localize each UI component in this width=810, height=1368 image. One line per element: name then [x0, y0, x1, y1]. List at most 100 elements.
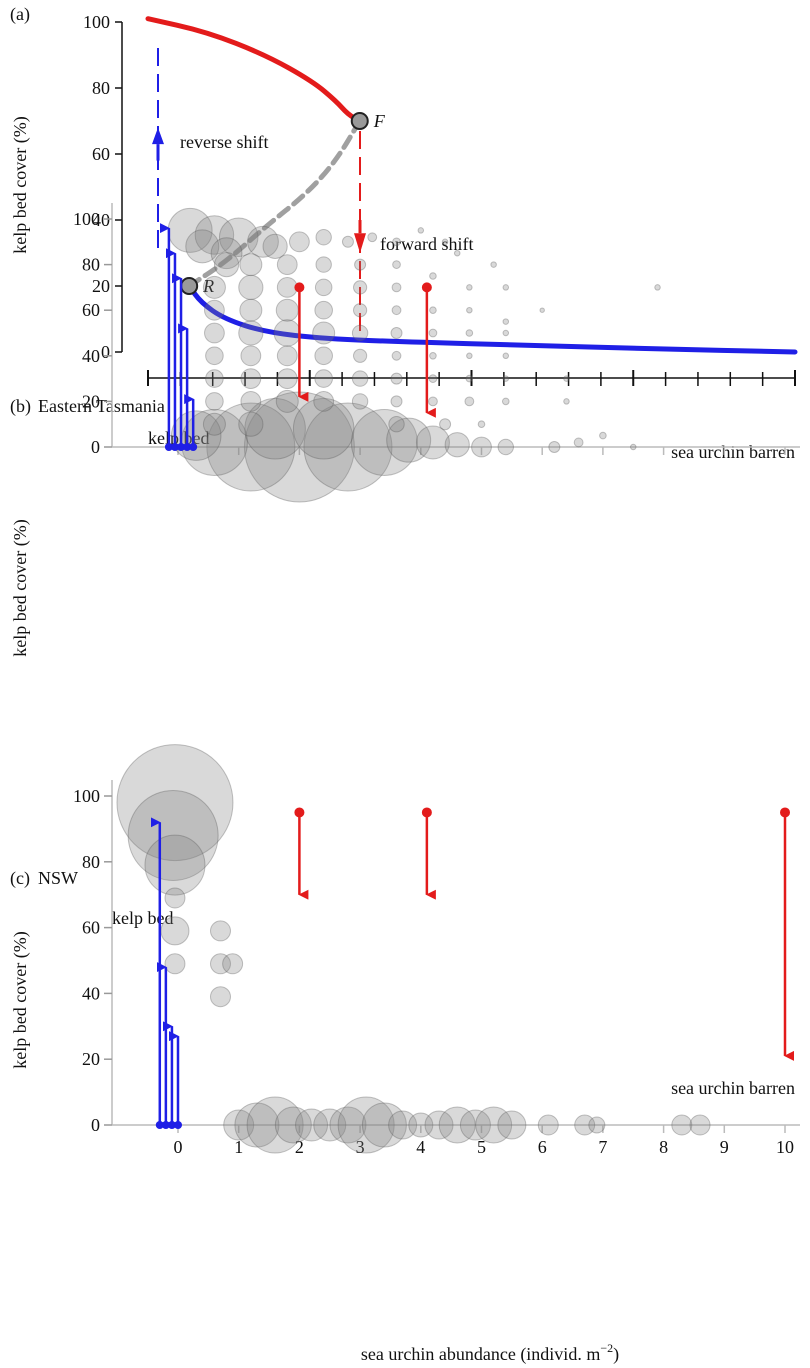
panel-c-bubble	[337, 1096, 395, 1154]
panel-b-bubble	[303, 402, 393, 492]
panel-b-bubble	[386, 417, 432, 463]
panel-c-x-tick-label: 2	[295, 1137, 304, 1157]
panel-b-bubble	[314, 346, 333, 366]
panel-b-y-tick-label: 60	[82, 300, 100, 320]
panel-b-bubble	[415, 425, 450, 460]
panel-b-bubble	[276, 368, 298, 390]
panel-b-bubble	[351, 393, 369, 410]
panel-b-bubble	[391, 305, 402, 316]
panel-b-bubble	[276, 345, 298, 367]
forward-shift-label: forward shift	[380, 234, 473, 254]
panel-b-bubble	[205, 346, 224, 366]
panel-b-bubble	[240, 368, 262, 390]
panel-a-label: (a)	[10, 4, 30, 25]
panel-b-bubble	[497, 438, 514, 456]
panel-b-bubble	[502, 375, 510, 382]
panel-c-x-tick-label: 6	[538, 1137, 547, 1157]
panel-b-bubble	[275, 389, 299, 413]
panel-b-bubble	[388, 416, 405, 433]
panel-c-reverse-arrow-base	[174, 1121, 182, 1129]
reverse-shift-label: reverse shift	[180, 132, 268, 152]
panel-b-bubble	[429, 272, 437, 280]
panel-b-bubble	[204, 299, 225, 321]
panel-b-reverse-arrow-base	[177, 443, 186, 451]
panel-b-bubble	[341, 235, 354, 248]
panel-c-y-tick-label: 20	[82, 1049, 100, 1069]
panel-b-x-axis	[112, 446, 800, 455]
panel-c-bottom-label: sea urchin barren	[671, 1078, 795, 1098]
reverse-shift-arrowhead	[152, 127, 164, 145]
panel-b-bubble	[262, 233, 288, 259]
panel-c-x-tick-label: 5	[477, 1137, 486, 1157]
panel-c-arrows	[150, 807, 794, 1129]
panel-b-bubble	[466, 306, 473, 314]
panel-b-bubble	[353, 303, 368, 318]
panel-b-region: Eastern Tasmania	[38, 396, 165, 416]
panel-b-bubble	[240, 391, 262, 412]
panel-a-lines: FR	[145, 16, 798, 355]
panel-b-bubbles	[167, 207, 661, 503]
panel-c-bubble	[438, 1106, 476, 1144]
panel-b-bubble	[466, 284, 473, 291]
panel-c-bubble	[459, 1109, 491, 1141]
panel-b-bubble	[244, 398, 306, 460]
panel-b-bubble	[247, 225, 279, 258]
panel-a-point-label-R: R	[202, 276, 214, 296]
panel-c-bubble	[475, 1106, 513, 1144]
panel-a-series-grey-dashed	[186, 118, 363, 289]
panel-a-y-tick-label: 100	[83, 12, 110, 32]
panel-c-region: NSW	[38, 868, 78, 888]
panel-b-y-tick-label: 40	[82, 346, 100, 366]
panel-b-bubble	[429, 352, 437, 360]
panel-c-y-tick-label: 40	[82, 983, 100, 1003]
panel-b-bubble	[315, 256, 332, 273]
panel-c-bubble	[408, 1112, 434, 1138]
panel-b-bubble	[204, 322, 225, 344]
panel-b-bubble	[466, 352, 473, 360]
panel-b-bubble	[218, 217, 259, 257]
panel-c-x-tick-label: 3	[356, 1137, 365, 1157]
panel-c-x-tick-label: 8	[659, 1137, 668, 1157]
panel-c-bubble	[361, 1102, 407, 1148]
panel-c-y-tick-label: 100	[73, 786, 100, 806]
panel-b-bubble	[390, 327, 403, 339]
panel-b-bubble	[210, 237, 243, 270]
panel-a-ylabel: kelp bed cover (%)	[10, 116, 31, 253]
panel-b-bubble	[501, 397, 510, 406]
panel-a-y-tick-label: 80	[92, 78, 110, 98]
panel-b-bubble	[390, 395, 403, 408]
panel-a-point-F	[350, 112, 369, 130]
panel-a-series-blue-solid	[186, 283, 798, 355]
panel-b-bubble	[465, 329, 474, 337]
panel-c-bubble	[246, 1096, 304, 1154]
panel-a-series-red-solid	[145, 16, 363, 124]
panel-b-bubble	[314, 300, 333, 320]
panel-b-bubble	[315, 229, 332, 246]
panel-c-y-tick-label: 0	[91, 1115, 100, 1135]
panel-b-y-tick-label: 100	[73, 209, 100, 229]
panel-c-bubble	[127, 789, 219, 881]
panel-c-bubble	[424, 1110, 454, 1140]
panel-c-bubble	[588, 1116, 606, 1134]
panel-b-reverse-arrow-base	[164, 443, 173, 451]
panel-b-bubble	[465, 374, 474, 383]
panel-c-bubble	[116, 744, 234, 862]
panel-c-bubble	[222, 953, 244, 975]
panel-b-bubble	[275, 298, 299, 322]
panel-b-bubble	[351, 370, 369, 387]
panel-b-bubble	[239, 298, 263, 322]
panel-a-point-label-F: F	[373, 111, 386, 131]
panel-c-reverse-arrow-base	[167, 1121, 176, 1129]
panel-a-point-R	[180, 277, 199, 295]
panel-b-bubble	[292, 398, 355, 460]
panel-c-bubble	[671, 1114, 693, 1136]
panel-b-ylabel: kelp bed cover (%)	[10, 519, 31, 656]
panel-b-bubble	[239, 253, 263, 277]
panel-b-bubble	[276, 277, 298, 298]
panel-c-bubble	[209, 953, 231, 975]
panel-c-top-label: kelp bed	[112, 908, 173, 928]
panel-b: (b) Eastern Tasmania kelp bed sea urchin…	[10, 203, 800, 657]
panel-b-bubble	[240, 345, 262, 367]
